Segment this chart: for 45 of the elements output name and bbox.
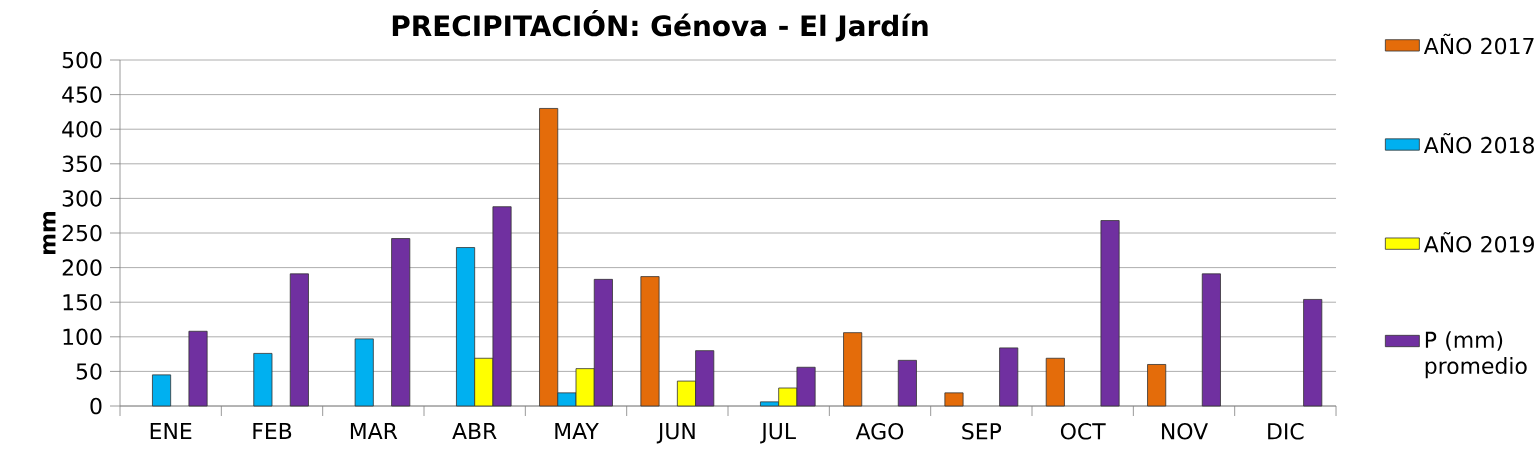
x-tick-label: MAR xyxy=(350,423,398,440)
bar xyxy=(391,238,411,407)
x-tick-label: FEB xyxy=(253,423,292,440)
legend-label: AÑO 2019 xyxy=(1423,232,1534,253)
y-tick-label: 450 xyxy=(62,86,102,103)
y-tick-label: 250 xyxy=(62,224,102,242)
y-tick-label: 300 xyxy=(62,190,102,207)
y-tick-label: 200 xyxy=(62,259,102,276)
bar xyxy=(152,374,172,407)
x-tick-label: AGO xyxy=(855,423,904,440)
y-tick-label: 400 xyxy=(62,120,102,138)
bar xyxy=(354,338,374,407)
y-tick-label: 50 xyxy=(76,363,102,380)
bar xyxy=(253,353,273,407)
x-tick-label: ENE xyxy=(150,423,192,440)
y-tick-label: 0 xyxy=(90,397,102,415)
x-tick-label: ABR xyxy=(452,423,497,440)
bar xyxy=(289,273,309,407)
chart-title: PRECIPITACIÓN: Génova - El Jardín xyxy=(392,10,928,42)
x-tick-label: OCT xyxy=(1060,423,1106,440)
legend-label: P (mm) promedio xyxy=(1425,331,1527,379)
bar xyxy=(999,347,1019,407)
bar xyxy=(843,332,863,407)
bar xyxy=(1303,299,1323,407)
x-tick-label: NOV xyxy=(1162,423,1208,440)
bar xyxy=(1045,357,1065,407)
bar xyxy=(897,359,917,407)
legend-label: AÑO 2017 xyxy=(1423,33,1534,55)
x-tick-label: DIC xyxy=(1268,423,1304,440)
y-tick-label: 100 xyxy=(63,328,102,346)
x-tick-label: SEP xyxy=(962,423,1002,440)
bar xyxy=(1100,220,1120,407)
bar xyxy=(1201,273,1221,407)
legend-label: AÑO 2018 xyxy=(1423,132,1534,154)
y-tick-label: 500 xyxy=(62,51,102,69)
y-axis-title: mm xyxy=(43,211,56,255)
bar xyxy=(1147,364,1167,407)
y-tick-label: 350 xyxy=(62,155,102,173)
x-tick-label: MAY xyxy=(555,423,599,440)
x-tick-label: JUN xyxy=(656,423,695,444)
bar xyxy=(944,392,964,407)
bar xyxy=(640,276,660,407)
bar xyxy=(188,330,208,407)
y-tick-label: 150 xyxy=(63,293,102,311)
x-tick-label: JUL xyxy=(760,423,796,444)
